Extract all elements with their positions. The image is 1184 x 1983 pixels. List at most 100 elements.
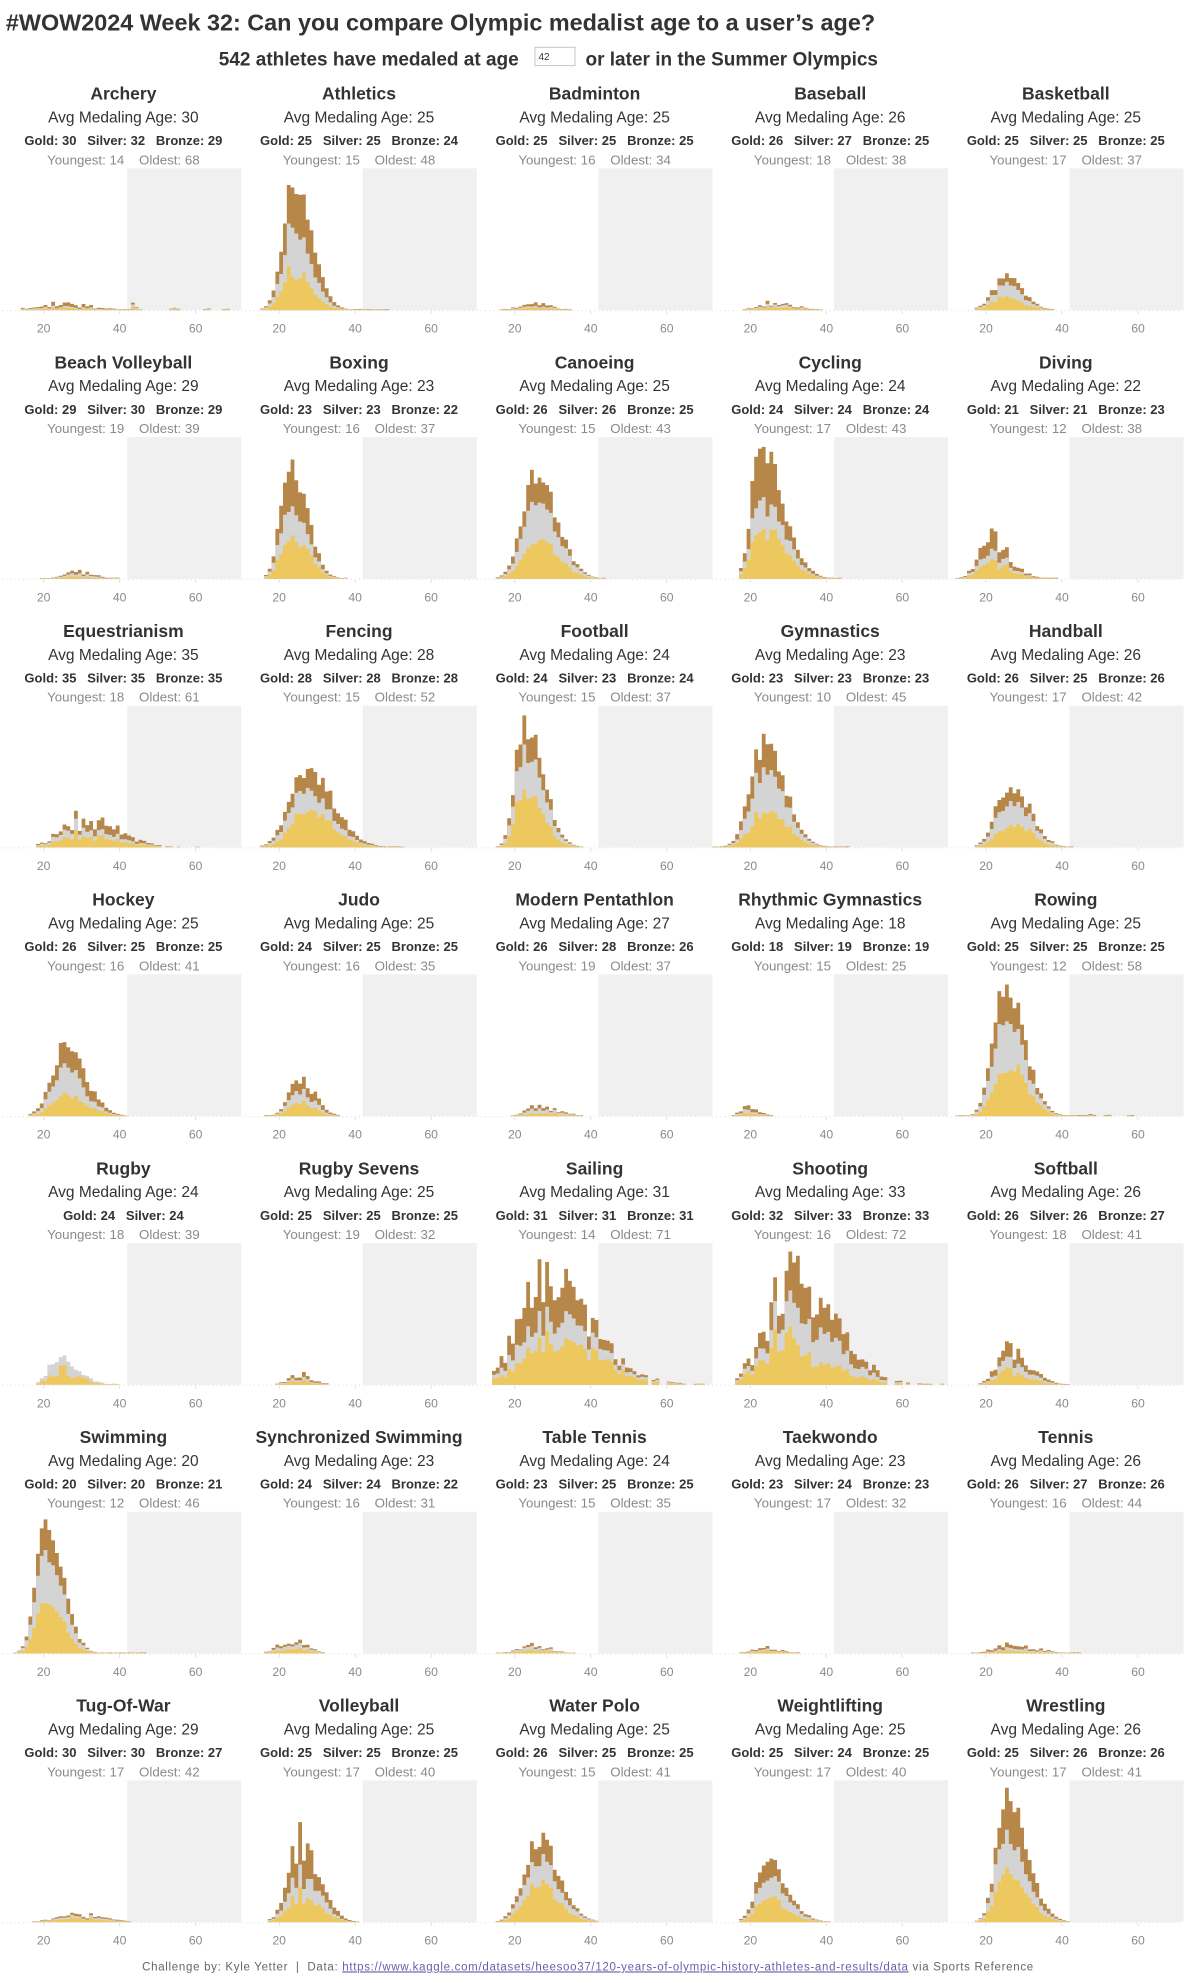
svg-text:Rugby Sevens: Rugby Sevens [299, 1158, 420, 1178]
svg-text:20: 20 [272, 1665, 286, 1679]
svg-text:Youngest: 18 Oldest: 39: Youngest: 18 Oldest: 39 [47, 1227, 200, 1242]
svg-text:20: 20 [979, 322, 993, 336]
svg-text:60: 60 [424, 1665, 438, 1679]
svg-text:Youngest: 17 Oldest: 42: Youngest: 17 Oldest: 42 [990, 690, 1143, 705]
svg-text:20: 20 [744, 1396, 758, 1410]
svg-text:Gold: 25 Silver: 26 Bronze: Gold: 25 Silver: 26 Bronze: 26 [967, 1745, 1165, 1760]
svg-text:Youngest: 16 Oldest: 41: Youngest: 16 Oldest: 41 [47, 958, 200, 973]
svg-text:Youngest: 17 Oldest: 40: Youngest: 17 Oldest: 40 [283, 1764, 436, 1779]
svg-text:60: 60 [189, 859, 203, 873]
svg-text:Gymnastics: Gymnastics [781, 621, 880, 641]
svg-text:20: 20 [744, 590, 758, 604]
svg-text:20: 20 [979, 859, 993, 873]
svg-text:40: 40 [1055, 590, 1069, 604]
svg-text:40: 40 [348, 859, 362, 873]
svg-text:60: 60 [660, 1396, 674, 1410]
svg-text:Avg Medaling Age: 25: Avg Medaling Age: 25 [519, 110, 670, 127]
svg-text:20: 20 [979, 1396, 993, 1410]
svg-text:40: 40 [1055, 1128, 1069, 1142]
svg-text:20: 20 [272, 1128, 286, 1142]
svg-text:20: 20 [37, 1128, 51, 1142]
svg-text:20: 20 [37, 1665, 51, 1679]
svg-text:Gold: 26 Silver: 28 Bronze: Gold: 26 Silver: 28 Bronze: 26 [496, 939, 694, 954]
svg-text:Youngest: 16 Oldest: 35: Youngest: 16 Oldest: 35 [283, 958, 436, 973]
svg-text:Gold: 25 Silver: 25 Bronze: Gold: 25 Silver: 25 Bronze: 25 [260, 1208, 458, 1223]
svg-text:60: 60 [1131, 1396, 1145, 1410]
svg-text:20: 20 [508, 1665, 522, 1679]
svg-text:Youngest: 12 Oldest: 46: Youngest: 12 Oldest: 46 [47, 1496, 200, 1511]
svg-text:60: 60 [424, 859, 438, 873]
svg-text:Gold: 26 Silver: 27 Bronze: Gold: 26 Silver: 27 Bronze: 25 [731, 133, 929, 148]
svg-text:Gold: 29 Silver: 30 Bronze: Gold: 29 Silver: 30 Bronze: 29 [24, 402, 222, 417]
svg-text:40: 40 [584, 1396, 598, 1410]
svg-text:Gold: 24 Silver: 25 Bronze: Gold: 24 Silver: 25 Bronze: 25 [260, 939, 458, 954]
svg-text:60: 60 [189, 322, 203, 336]
svg-text:Shooting: Shooting [792, 1158, 868, 1178]
svg-text:Avg Medaling Age: 25: Avg Medaling Age: 25 [755, 1722, 906, 1739]
svg-text:Gold: 25 Silver: 25 Bronze: Gold: 25 Silver: 25 Bronze: 25 [260, 1745, 458, 1760]
svg-text:20: 20 [272, 322, 286, 336]
svg-text:Basketball: Basketball [1022, 84, 1110, 104]
svg-text:Gold: 28 Silver: 28 Bronze: Gold: 28 Silver: 28 Bronze: 28 [260, 671, 458, 686]
svg-text:20: 20 [37, 590, 51, 604]
svg-text:Avg Medaling Age: 26: Avg Medaling Age: 26 [991, 1453, 1142, 1470]
svg-text:Boxing: Boxing [329, 352, 388, 372]
svg-text:Rhythmic Gymnastics: Rhythmic Gymnastics [738, 890, 922, 910]
svg-text:20: 20 [272, 590, 286, 604]
svg-text:Rugby: Rugby [96, 1158, 151, 1178]
svg-text:Volleyball: Volleyball [319, 1696, 399, 1716]
svg-text:Youngest: 18 Oldest: 41: Youngest: 18 Oldest: 41 [990, 1227, 1143, 1242]
svg-text:Avg Medaling Age: 24: Avg Medaling Age: 24 [519, 647, 670, 664]
svg-text:Taekwondo: Taekwondo [783, 1427, 878, 1447]
svg-text:Gold: 25 Silver: 25 Bronze: Gold: 25 Silver: 25 Bronze: 24 [260, 133, 459, 148]
svg-text:#WOW2024 Week 32: Can you comp: #WOW2024 Week 32: Can you compare Olympi… [6, 10, 875, 36]
svg-text:Gold: 30 Silver: 32 Bronze: Gold: 30 Silver: 32 Bronze: 29 [24, 133, 222, 148]
svg-text:Challenge by: Kyle Yetter |: Challenge by: Kyle Yetter | Data: https:… [142, 1961, 1034, 1973]
svg-text:40: 40 [113, 1934, 127, 1948]
svg-text:40: 40 [584, 322, 598, 336]
svg-text:40: 40 [348, 322, 362, 336]
svg-text:Gold: 26 Silver: 25 Bronze: Gold: 26 Silver: 25 Bronze: 25 [496, 1745, 694, 1760]
svg-text:Youngest: 17 Oldest: 40: Youngest: 17 Oldest: 40 [754, 1764, 907, 1779]
svg-text:20: 20 [744, 1665, 758, 1679]
svg-text:40: 40 [584, 1934, 598, 1948]
svg-text:Gold: 30 Silver: 30 Bronze: Gold: 30 Silver: 30 Bronze: 27 [24, 1745, 222, 1760]
svg-text:20: 20 [508, 1934, 522, 1948]
svg-text:40: 40 [348, 1128, 362, 1142]
svg-text:60: 60 [896, 1128, 910, 1142]
svg-text:Avg Medaling Age: 24: Avg Medaling Age: 24 [48, 1184, 199, 1201]
svg-text:20: 20 [508, 322, 522, 336]
svg-text:Youngest: 15 Oldest: 43: Youngest: 15 Oldest: 43 [518, 421, 671, 436]
svg-text:Avg Medaling Age: 28: Avg Medaling Age: 28 [284, 647, 435, 664]
svg-text:Table Tennis: Table Tennis [542, 1427, 647, 1447]
svg-text:Youngest: 16 Oldest: 44: Youngest: 16 Oldest: 44 [990, 1496, 1143, 1511]
svg-text:Athletics: Athletics [322, 84, 396, 104]
svg-text:Youngest: 17 Oldest: 43: Youngest: 17 Oldest: 43 [754, 421, 907, 436]
svg-text:Youngest: 12 Oldest: 58: Youngest: 12 Oldest: 58 [990, 958, 1143, 973]
svg-text:Youngest: 15 Oldest: 37: Youngest: 15 Oldest: 37 [518, 690, 671, 705]
svg-text:60: 60 [896, 1396, 910, 1410]
svg-text:Youngest: 15 Oldest: 35: Youngest: 15 Oldest: 35 [518, 1496, 671, 1511]
svg-text:or later in the Summer Olympic: or later in the Summer Olympics [586, 49, 878, 70]
svg-text:Avg Medaling Age: 25: Avg Medaling Age: 25 [991, 916, 1142, 933]
svg-text:40: 40 [348, 590, 362, 604]
svg-text:Gold: 23 Silver: 25 Bronze: Gold: 23 Silver: 25 Bronze: 25 [496, 1477, 694, 1492]
svg-text:Avg Medaling Age: 26: Avg Medaling Age: 26 [755, 110, 906, 127]
svg-text:40: 40 [820, 1934, 834, 1948]
svg-text:Hockey: Hockey [92, 890, 155, 910]
svg-text:Gold: 18 Silver: 19 Bronze: Gold: 18 Silver: 19 Bronze: 19 [731, 939, 929, 954]
svg-text:Gold: 26 Silver: 25 Bronze: Gold: 26 Silver: 25 Bronze: 25 [24, 939, 222, 954]
svg-text:60: 60 [660, 859, 674, 873]
svg-text:40: 40 [348, 1665, 362, 1679]
svg-text:20: 20 [272, 1934, 286, 1948]
svg-text:Avg Medaling Age: 26: Avg Medaling Age: 26 [991, 1722, 1142, 1739]
svg-text:Water Polo: Water Polo [549, 1696, 640, 1716]
svg-text:Baseball: Baseball [794, 84, 866, 104]
svg-text:Youngest: 16 Oldest: 37: Youngest: 16 Oldest: 37 [283, 421, 436, 436]
svg-text:40: 40 [348, 1934, 362, 1948]
svg-text:Judo: Judo [338, 890, 380, 910]
svg-text:40: 40 [113, 1665, 127, 1679]
svg-text:60: 60 [660, 590, 674, 604]
svg-text:Gold: 26 Silver: 27 Bronze: Gold: 26 Silver: 27 Bronze: 26 [967, 1477, 1165, 1492]
svg-text:40: 40 [113, 859, 127, 873]
